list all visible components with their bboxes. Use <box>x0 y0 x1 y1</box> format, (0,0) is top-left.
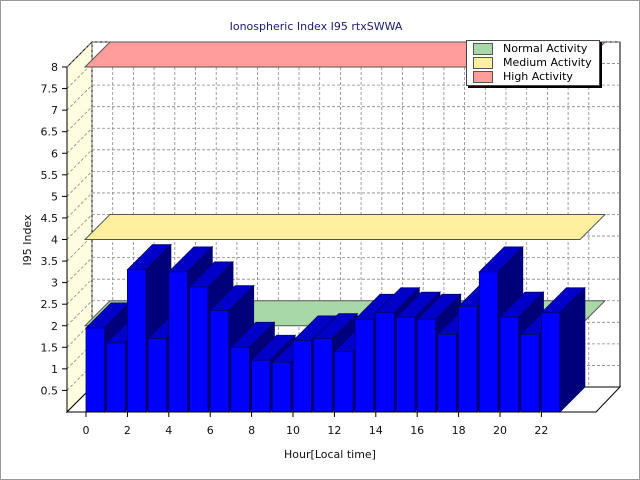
bar <box>437 333 457 413</box>
legend-item-normal: Normal Activity <box>473 42 587 55</box>
grid-line-y-side <box>66 63 93 89</box>
grid-line-y-side <box>66 149 93 176</box>
x-tick-label: 14 <box>369 424 383 437</box>
legend-swatch-normal <box>473 42 493 55</box>
chart-title: Ionospheric Index I95 rtxSWWA <box>230 20 403 33</box>
x-tick-label: 22 <box>534 424 548 437</box>
y-tick-label: 4 <box>51 234 58 247</box>
bar <box>333 351 354 413</box>
bar <box>251 359 271 413</box>
y-tick-label: 2 <box>51 320 58 333</box>
x-tick-label: 20 <box>493 424 507 437</box>
x-axis-label: Hour[Local time] <box>284 448 376 461</box>
y-axis-label: I95 Index <box>21 214 34 266</box>
bar <box>209 310 230 413</box>
y-tick-label: 2.5 <box>41 298 59 311</box>
grid-line-y-side <box>66 235 93 262</box>
legend-swatch-medium <box>473 56 493 69</box>
x-tick-label: 12 <box>327 424 341 437</box>
bar <box>541 312 561 413</box>
y-tick-label: 6 <box>51 147 58 160</box>
bar <box>106 342 126 413</box>
bar <box>292 340 312 413</box>
y-tick-label: 3.5 <box>41 255 59 268</box>
bar <box>396 316 416 413</box>
y-tick-label: 1 <box>51 363 58 376</box>
x-tick-label: 0 <box>83 424 90 437</box>
bar <box>127 269 147 413</box>
x-tick-label: 8 <box>248 424 255 437</box>
y-tick-label: 4.5 <box>41 212 59 225</box>
bar <box>313 338 333 413</box>
y-tick-label: 5 <box>51 190 58 203</box>
grid-line-y-side <box>66 214 93 240</box>
band-1 <box>83 214 607 240</box>
grid-line-y-side <box>66 171 93 197</box>
grid-line-y-side <box>66 278 93 305</box>
grid-line-y-side <box>66 343 93 370</box>
y-tick-label: 1.5 <box>41 341 59 354</box>
bar <box>85 327 105 413</box>
y-tick-label: 8 <box>51 61 58 74</box>
legend-label-medium: Medium Activity <box>503 56 592 69</box>
legend-label-high: High Activity <box>503 70 573 83</box>
legend-item-medium: Medium Activity <box>473 56 592 69</box>
grid-line-y-side <box>66 365 93 391</box>
x-tick-label: 10 <box>286 424 300 437</box>
y-tick-label: 0.5 <box>41 384 59 397</box>
bar <box>230 346 250 413</box>
grid-line-y-side <box>66 322 93 348</box>
bars <box>85 243 586 413</box>
bar <box>354 318 375 413</box>
bar <box>375 312 395 413</box>
bar <box>168 271 188 413</box>
grid-line-y-side <box>66 127 93 154</box>
bar <box>189 286 209 413</box>
grid-line-y-side <box>66 300 93 327</box>
y-tick-label: 7 <box>51 104 58 117</box>
grid-line-y-side <box>66 41 93 68</box>
x-tick-label: 6 <box>207 424 214 437</box>
y-tick-label: 3 <box>51 277 58 290</box>
legend-label-normal: Normal Activity <box>503 42 588 55</box>
legend-item-high: High Activity <box>473 70 573 83</box>
grid-line-y-side <box>66 106 93 132</box>
bar <box>478 271 499 413</box>
grid-line-y-side <box>66 192 93 219</box>
legend-swatch-high <box>473 70 493 83</box>
x-tick-label: 2 <box>124 424 131 437</box>
grid-line-y-side <box>66 84 93 111</box>
x-tick-label: 18 <box>452 424 466 437</box>
bar <box>520 333 540 413</box>
y-tick-label: 6.5 <box>41 126 59 139</box>
x-tick-label: 16 <box>410 424 424 437</box>
bar <box>416 318 437 413</box>
bar <box>271 362 292 413</box>
y-tick-label: 5.5 <box>41 169 59 182</box>
bar <box>147 338 168 413</box>
bar <box>499 316 519 413</box>
grid-line-y-side <box>66 257 93 283</box>
legend: Normal Activity Medium Activity High Act… <box>466 40 600 86</box>
y-tick-label: 7.5 <box>41 83 59 96</box>
x-tick-label: 4 <box>165 424 172 437</box>
bar <box>458 305 478 413</box>
